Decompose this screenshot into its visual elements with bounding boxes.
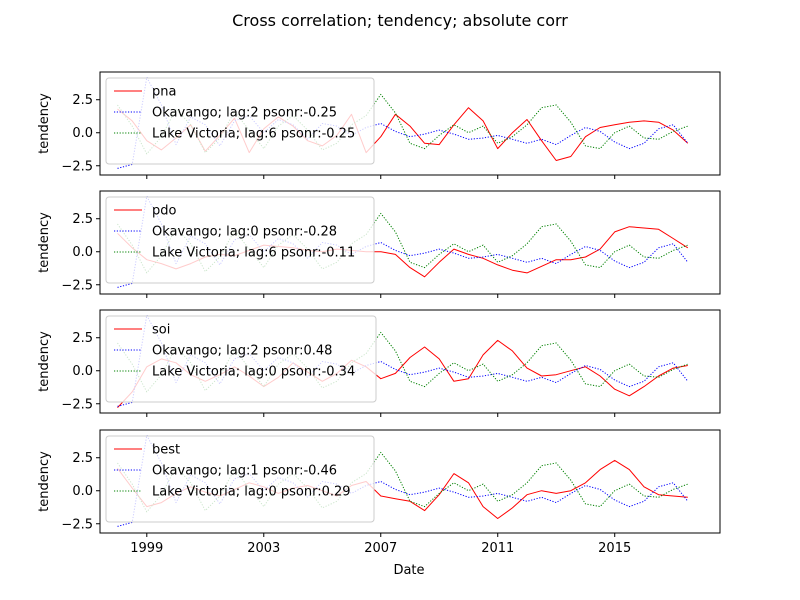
y-tick-label: 0.0: [72, 126, 93, 141]
y-tick-label: −2.5: [61, 517, 93, 532]
legend: soi Okavango; lag:2 psonr:0.48 Lake Victor…: [105, 315, 377, 403]
series-line-2: [117, 195, 689, 288]
legend-label: soi: [152, 323, 170, 338]
legend-label: Okavango; lag:2 psonr:0.48: [152, 344, 332, 359]
series-line-2: [117, 76, 689, 169]
y-tick-label: −2.5: [61, 159, 93, 174]
subplots: −2.5 0.0 2.5 tendency pna Okavango; lag:2 pso…: [37, 71, 721, 556]
legend-label: Okavango; lag:0 psonr:-0.28: [152, 225, 337, 240]
legend-label: Lake Victoria; lag:6 psonr:-0.25: [152, 127, 355, 142]
legend: pdo Okavango; lag:0 psonr:-0.28 Lake Victo…: [105, 196, 375, 284]
y-tick-label: 0.0: [72, 245, 93, 260]
y-axis-label: tendency: [37, 93, 52, 154]
legend-label: Lake Victoria; lag:0 psonr:-0.34: [152, 365, 355, 380]
x-tick-label: 2003: [247, 541, 280, 556]
legend-box: [105, 315, 377, 403]
y-tick-label: 2.5: [72, 451, 93, 466]
legend-label: pna: [152, 85, 176, 100]
y-tick-label: 0.0: [72, 484, 93, 499]
series-line-2: [117, 314, 689, 407]
x-tick-label: 2015: [598, 541, 631, 556]
y-tick-label: −2.5: [61, 397, 93, 412]
legend-label: Lake Victoria; lag:6 psonr:-0.11: [152, 246, 355, 261]
subplot-4: −2.5 0.0 2.5 1999 2003 2007 2011 2015 tendency be…: [37, 429, 721, 556]
legend-label: Lake Victoria; lag:0 psonr:0.29: [152, 485, 351, 500]
axes-frame: [99, 309, 721, 414]
legend-box: [105, 77, 375, 165]
y-tick-label: 0.0: [72, 364, 93, 379]
legend-box: [105, 196, 375, 284]
subplot-2: −2.5 0.0 2.5 tendency pdo Okavango; lag:0 pso…: [37, 190, 721, 298]
figure-title: Cross correlation; tendency; absolute co…: [232, 11, 568, 30]
subplot-1: −2.5 0.0 2.5 tendency pna Okavango; lag:2 pso…: [37, 71, 721, 179]
x-axis-label: Date: [393, 563, 424, 578]
legend-label: best: [152, 443, 180, 458]
y-tick-label: −2.5: [61, 278, 93, 293]
y-tick-label: 2.5: [72, 331, 93, 346]
legend-label: pdo: [152, 204, 177, 219]
series-line-2: [117, 434, 689, 527]
legend-label: Okavango; lag:2 psonr:-0.25: [152, 106, 337, 121]
axes-frame: [99, 71, 721, 176]
legend-box: [105, 435, 375, 523]
subplot-3: −2.5 0.0 2.5 tendency soi Okavango; lag:2 pso…: [37, 309, 721, 417]
y-tick-label: 2.5: [72, 212, 93, 227]
y-tick-label: 2.5: [72, 93, 93, 108]
legend: pna Okavango; lag:2 psonr:-0.25 Lake Victo…: [105, 77, 375, 165]
y-axis-label: tendency: [37, 331, 52, 392]
x-tick-label: 2007: [364, 541, 397, 556]
x-tick-label: 2011: [481, 541, 514, 556]
legend-label: Okavango; lag:1 psonr:-0.46: [152, 464, 337, 479]
y-axis-label: tendency: [37, 212, 52, 273]
axes-frame: [99, 190, 721, 295]
axes-frame: [99, 429, 721, 534]
legend: best Okavango; lag:1 psonr:-0.46 Lake Vict…: [105, 435, 375, 523]
x-tick-label: 1999: [130, 541, 163, 556]
y-axis-label: tendency: [37, 451, 52, 512]
